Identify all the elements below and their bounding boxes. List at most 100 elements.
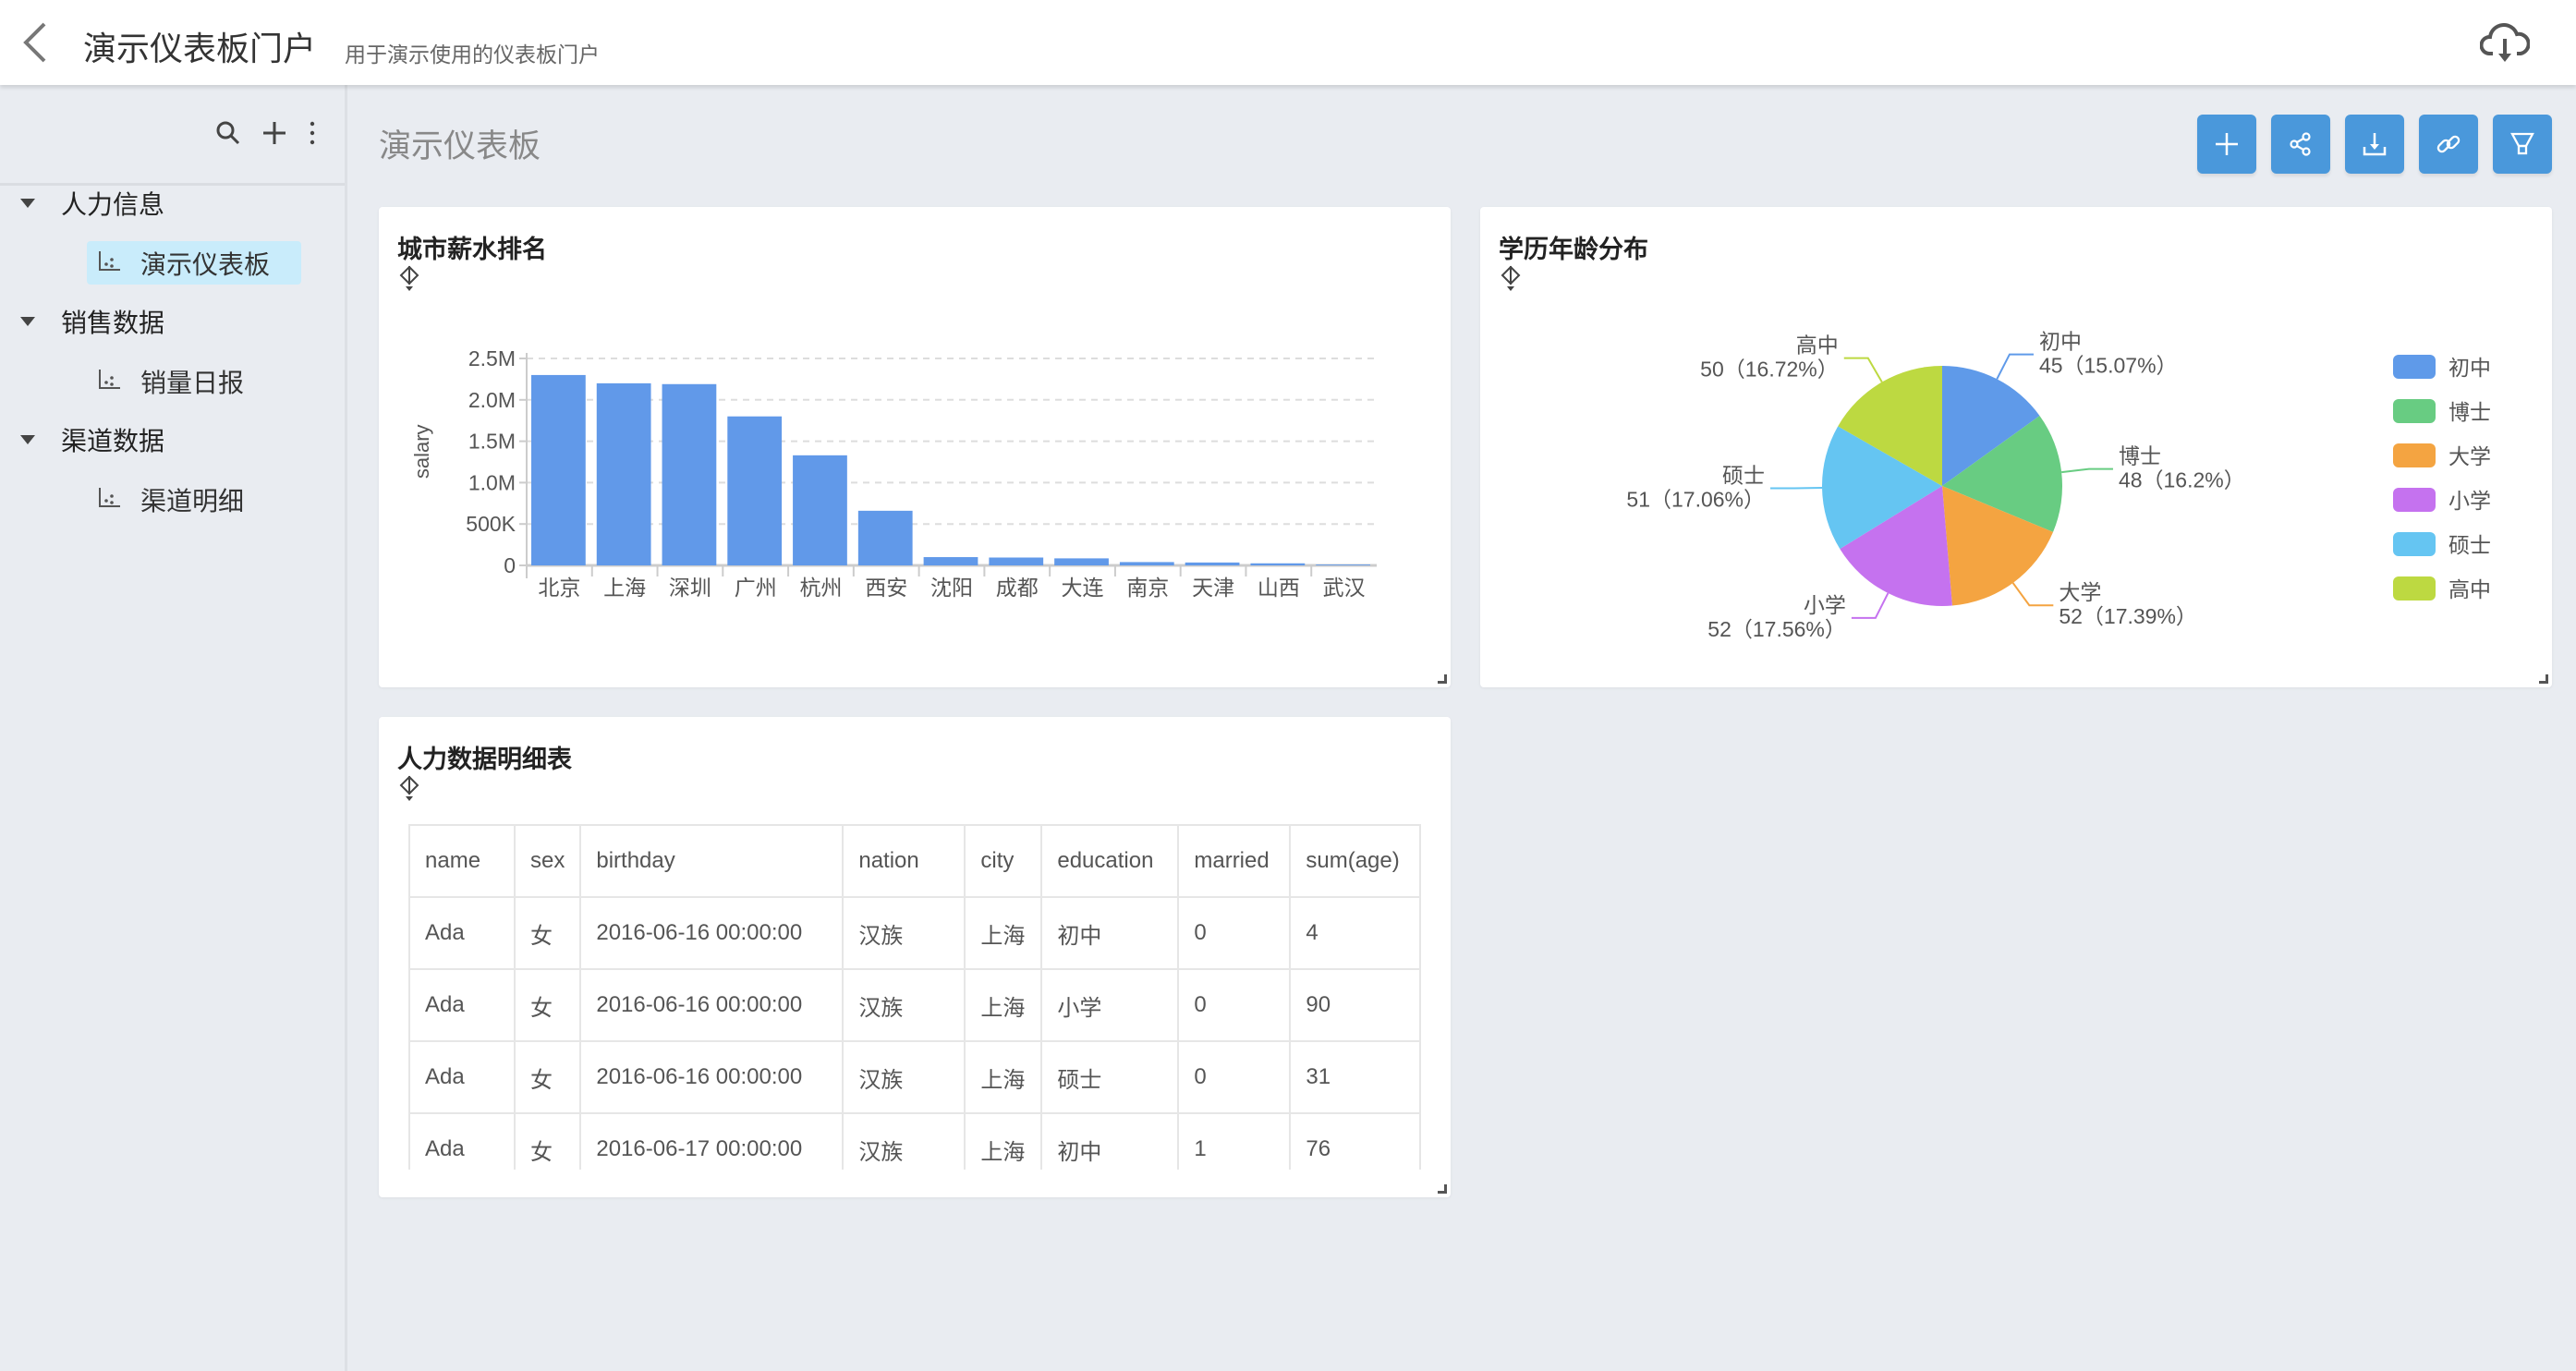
table-cell: 上海: [964, 1112, 1043, 1170]
x-tick-label: 沈阳: [930, 576, 973, 600]
column-header[interactable]: sum(age): [1289, 824, 1422, 898]
legend-swatch[interactable]: [2393, 488, 2436, 512]
column-header[interactable]: education: [1040, 824, 1180, 898]
tree-item[interactable]: 渠道明细: [87, 478, 301, 521]
tree-group[interactable]: 人力信息: [20, 185, 164, 222]
tree-item[interactable]: 演示仪表板: [87, 241, 301, 285]
legend-swatch[interactable]: [2393, 576, 2436, 601]
bar[interactable]: [662, 383, 717, 565]
bar[interactable]: [857, 510, 913, 565]
pie-slice[interactable]: [1942, 366, 2040, 486]
data-table: name sex birthday nation city education marrie…: [408, 824, 1422, 1170]
legend-label[interactable]: 初中: [2448, 356, 2491, 380]
tree-item[interactable]: 销量日报: [87, 359, 301, 403]
link-button[interactable]: [2419, 115, 2478, 174]
leader-line: [1851, 592, 1889, 619]
column-header[interactable]: nation: [842, 824, 966, 898]
column-header[interactable]: city: [964, 824, 1043, 898]
caret-down-icon[interactable]: [20, 435, 35, 444]
y-tick-label: 2.0M: [468, 388, 516, 412]
tree-group[interactable]: 销售数据: [20, 303, 164, 340]
resize-handle[interactable]: [1438, 674, 1447, 684]
cloud-download-icon[interactable]: [2480, 22, 2530, 63]
pie-slice[interactable]: [1942, 416, 2062, 532]
pie-slice[interactable]: [1942, 486, 2054, 606]
table-cell: 2016-06-17 00:00:00: [579, 1112, 844, 1170]
chart-title: 学历年龄分布: [1499, 236, 1648, 263]
bar[interactable]: [596, 382, 651, 565]
table-cell: 汉族: [842, 1040, 966, 1114]
column-header[interactable]: married: [1177, 824, 1292, 898]
bar[interactable]: [1316, 564, 1370, 565]
legend-swatch[interactable]: [2393, 532, 2436, 556]
resize-handle[interactable]: [2539, 674, 2548, 684]
table-cell: 0: [1177, 1040, 1292, 1114]
table-cell: Ada: [408, 1040, 516, 1114]
pie-slice[interactable]: [1840, 486, 1952, 606]
portal-title: 演示仪表板门户: [83, 30, 317, 67]
y-tick-label: 1.5M: [468, 430, 516, 454]
table-header-row: name sex birthday nation city education marrie…: [408, 824, 1422, 898]
table-cell: Ada: [408, 896, 516, 970]
legend-swatch[interactable]: [2393, 443, 2436, 467]
download-icon: [2363, 133, 2387, 156]
x-tick-label: 武汉: [1323, 576, 1366, 600]
search-icon[interactable]: [215, 118, 241, 148]
x-tick-label: 上海: [603, 576, 646, 600]
table-cell: 汉族: [842, 896, 966, 970]
share-icon: [2290, 132, 2311, 156]
tree-group[interactable]: 渠道数据: [20, 421, 164, 458]
bar[interactable]: [923, 557, 978, 565]
bar[interactable]: [531, 374, 586, 565]
plus-icon: [2216, 133, 2238, 155]
filter-icon: [2510, 132, 2534, 155]
table-cell: 31: [1289, 1040, 1422, 1114]
bar[interactable]: [1185, 562, 1240, 565]
tree-item-label: 演示仪表板: [140, 249, 271, 279]
resize-handle[interactable]: [1438, 1184, 1447, 1194]
add-icon[interactable]: [261, 118, 287, 148]
link-icon: [2436, 135, 2461, 153]
bar[interactable]: [989, 557, 1044, 565]
y-tick-label: 1.0M: [468, 470, 516, 494]
table-cell: 2016-06-16 00:00:00: [579, 1040, 844, 1114]
back-icon[interactable]: [17, 18, 54, 67]
bar[interactable]: [1054, 558, 1109, 565]
bar[interactable]: [1119, 562, 1174, 565]
pie-slice[interactable]: [1838, 366, 1942, 486]
share-button[interactable]: [2271, 115, 2330, 174]
x-tick-label: 杭州: [799, 576, 842, 600]
legend-label[interactable]: 小学: [2448, 489, 2491, 513]
table-cell: 硕士: [1040, 1040, 1180, 1114]
column-header[interactable]: name: [408, 824, 516, 898]
caret-down-icon[interactable]: [20, 317, 35, 326]
legend-label[interactable]: 硕士: [2448, 533, 2491, 557]
caret-down-icon[interactable]: [20, 199, 35, 208]
drill-icon[interactable]: [1499, 264, 1523, 292]
legend-swatch[interactable]: [2393, 399, 2436, 423]
column-header[interactable]: sex: [513, 824, 582, 898]
tree-group-label: 渠道数据: [61, 427, 165, 455]
column-header[interactable]: birthday: [579, 824, 844, 898]
table-row: Ada 女 2016-06-16 00:00:00 汉族 上海 硕士 0 31: [408, 1040, 1422, 1114]
bar[interactable]: [793, 455, 847, 565]
table-cell: Ada: [408, 968, 516, 1042]
plus-button[interactable]: [2197, 115, 2256, 174]
filter-button[interactable]: [2493, 115, 2552, 174]
download-button[interactable]: [2345, 115, 2404, 174]
legend-swatch[interactable]: [2393, 355, 2436, 379]
bar[interactable]: [727, 416, 783, 565]
legend-label[interactable]: 高中: [2448, 577, 2491, 601]
drill-icon[interactable]: [397, 774, 421, 802]
dashboard-title: 演示仪表板: [379, 128, 541, 164]
drill-icon[interactable]: [397, 264, 421, 292]
x-tick-label: 成都: [996, 576, 1039, 600]
bar[interactable]: [1250, 563, 1306, 565]
pie-slice[interactable]: [1822, 426, 1942, 550]
x-tick-label: 山西: [1258, 576, 1300, 600]
more-icon[interactable]: [308, 118, 317, 148]
legend-label[interactable]: 博士: [2448, 400, 2491, 424]
table-cell: 初中: [1040, 896, 1180, 970]
legend-label[interactable]: 大学: [2448, 444, 2491, 468]
